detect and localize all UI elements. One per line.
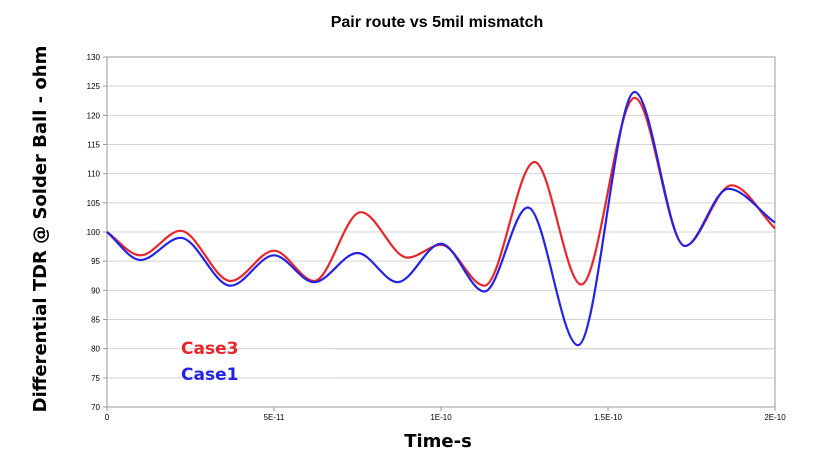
- y-tick-label: 85: [91, 316, 100, 325]
- y-tick-label: 90: [91, 286, 100, 295]
- x-tick-label: 1.5E-10: [594, 413, 623, 422]
- y-tick-label: 105: [87, 199, 101, 208]
- legend: Case3 Case1: [181, 339, 775, 385]
- x-tick-label: 1E-10: [430, 413, 452, 422]
- legend-entry-case3: Case3: [181, 339, 238, 359]
- y-tick-label: 70: [91, 403, 100, 412]
- y-tick-label: 75: [91, 374, 100, 383]
- x-tick-label: 0: [105, 413, 110, 422]
- x-tick-label: 2E-10: [764, 413, 786, 422]
- y-axis-ticks: 70 75 80 85 90 95 100 105 110 115 120 125 130: [87, 53, 107, 412]
- y-tick-label: 80: [91, 345, 100, 354]
- series-line-case1: [106, 90, 776, 347]
- y-tick-label: 95: [91, 257, 100, 266]
- y-tick-label: 100: [87, 228, 101, 237]
- gridlines: [107, 85, 775, 379]
- legend-entry-case1: Case1: [181, 365, 238, 385]
- series-lines: [106, 90, 776, 347]
- y-tick-label: 110: [87, 170, 100, 179]
- x-axis-label: Time-s: [404, 431, 472, 452]
- x-tick-label: 5E-11: [264, 413, 285, 422]
- chart-title: Pair route vs 5mil mismatch: [331, 14, 544, 31]
- x-axis-ticks: 0 5E-11 1E-10 1.5E-10 2E-10: [105, 407, 786, 422]
- y-tick-label: 120: [87, 111, 101, 120]
- y-tick-label: 115: [87, 141, 100, 150]
- y-tick-label: 125: [87, 82, 101, 91]
- y-tick-label: 130: [87, 53, 101, 62]
- y-axis-label: Differential TDR @ Solder Ball - ohm: [30, 46, 51, 413]
